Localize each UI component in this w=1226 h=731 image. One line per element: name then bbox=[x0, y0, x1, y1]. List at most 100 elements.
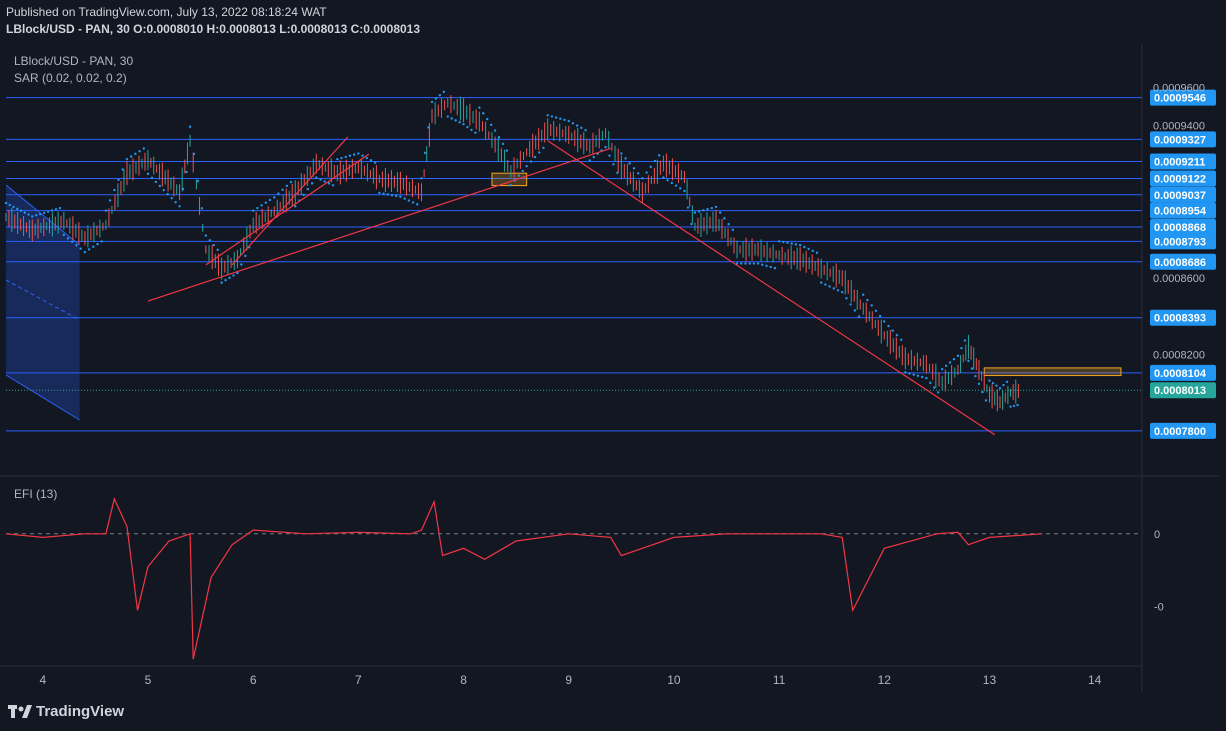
price-level-label-bg bbox=[1150, 253, 1216, 270]
price-level-label-bg bbox=[1150, 233, 1216, 250]
sar-dot bbox=[331, 184, 335, 187]
sar-dot bbox=[454, 119, 457, 122]
sar-dot bbox=[538, 151, 541, 154]
sar-dot bbox=[204, 234, 208, 237]
sar-dot bbox=[841, 290, 844, 294]
sar-dot bbox=[306, 187, 310, 191]
price-level-label: 0.0007800 bbox=[1154, 426, 1206, 438]
price-level-label-bg bbox=[1150, 153, 1216, 170]
sar-dot bbox=[575, 124, 579, 127]
sar-dot bbox=[66, 237, 70, 240]
sar-dot bbox=[420, 177, 423, 180]
sar-dot bbox=[786, 241, 789, 244]
legend-symbol[interactable]: LBlock/USD - PAN, 30 bbox=[14, 54, 134, 68]
sar-dot bbox=[129, 155, 133, 158]
sar-dot bbox=[4, 201, 8, 205]
sar-dot bbox=[567, 119, 570, 123]
sar-dot bbox=[895, 334, 899, 337]
sar-dot bbox=[571, 122, 575, 125]
sar-dot bbox=[174, 201, 177, 204]
sar-dot bbox=[940, 367, 944, 371]
sar-dot bbox=[178, 205, 181, 208]
sar-dot bbox=[236, 271, 239, 275]
sar-dot bbox=[196, 179, 200, 183]
sar-dot bbox=[620, 152, 623, 155]
sar-dot bbox=[616, 171, 619, 175]
price-level-label-bg bbox=[1150, 364, 1216, 381]
trend-line[interactable] bbox=[231, 136, 349, 266]
sar-dot bbox=[450, 117, 453, 120]
efi-axis-tick: 0 bbox=[1154, 529, 1160, 541]
sar-dot bbox=[769, 265, 772, 269]
sar-dot bbox=[991, 381, 995, 385]
sar-dot bbox=[185, 170, 188, 174]
sar-dot bbox=[399, 195, 402, 198]
sar-dot bbox=[970, 367, 974, 370]
sar-dot bbox=[434, 97, 438, 100]
sar-dot bbox=[427, 126, 430, 129]
sar-dot bbox=[920, 375, 924, 379]
sar-dot bbox=[411, 201, 415, 204]
efi-legend[interactable]: EFI (13) bbox=[14, 487, 58, 501]
sar-dot bbox=[963, 339, 967, 342]
sar-dot bbox=[310, 182, 314, 185]
sar-dot bbox=[679, 187, 682, 190]
sar-dot bbox=[719, 211, 722, 214]
sar-dot bbox=[937, 391, 940, 394]
legend-indicator[interactable]: SAR (0.02, 0.02, 0.2) bbox=[14, 71, 127, 85]
sar-dot bbox=[232, 274, 235, 277]
sar-dot bbox=[369, 159, 373, 162]
published-line: Published on TradingView.com, July 13, 2… bbox=[6, 5, 327, 19]
sar-dot bbox=[608, 154, 611, 157]
sar-dot bbox=[899, 338, 903, 341]
sar-dot bbox=[752, 262, 756, 265]
sar-dot bbox=[113, 188, 116, 192]
sar-dot bbox=[486, 117, 489, 121]
supply-demand-zone[interactable] bbox=[491, 172, 528, 187]
sar-dot bbox=[294, 205, 297, 208]
sar-dot bbox=[554, 116, 558, 119]
sar-dot bbox=[382, 192, 385, 195]
sar-dot bbox=[916, 374, 920, 377]
sar-dot bbox=[395, 194, 398, 198]
sar-dot bbox=[336, 157, 339, 161]
efi-axis-tick: -0 bbox=[1154, 602, 1164, 614]
sar-dot bbox=[50, 209, 54, 212]
trend-line[interactable] bbox=[147, 147, 612, 302]
sar-dot bbox=[952, 357, 956, 361]
efi-line[interactable] bbox=[5, 496, 1043, 660]
sar-dot bbox=[636, 172, 640, 175]
time-axis-tick: 13 bbox=[983, 673, 997, 687]
sar-dot bbox=[256, 206, 259, 210]
sar-dot bbox=[857, 315, 861, 318]
sar-dot bbox=[819, 281, 823, 284]
channel-lower-line[interactable] bbox=[5, 374, 80, 421]
sar-dot bbox=[727, 222, 730, 226]
sar-dot bbox=[87, 248, 91, 251]
trend-line[interactable] bbox=[205, 153, 370, 266]
sar-dot bbox=[697, 210, 701, 213]
sar-dot bbox=[693, 211, 697, 214]
time-axis-tick: 6 bbox=[250, 673, 257, 687]
sar-dot bbox=[27, 213, 30, 216]
sar-dot bbox=[563, 118, 566, 122]
sar-dot bbox=[79, 247, 82, 250]
price-level-label-bg bbox=[1150, 170, 1216, 187]
sar-dot bbox=[42, 211, 46, 215]
sar-dot bbox=[244, 254, 247, 258]
sar-dot bbox=[104, 209, 108, 212]
sar-dot bbox=[134, 152, 137, 156]
sar-dot bbox=[474, 131, 477, 134]
sar-dot bbox=[948, 361, 952, 364]
sar-dot bbox=[588, 159, 591, 162]
sar-dot bbox=[365, 156, 368, 160]
sar-dot bbox=[438, 94, 442, 97]
time-axis-tick: 7 bbox=[355, 673, 362, 687]
supply-demand-zone[interactable] bbox=[983, 367, 1122, 377]
time-axis-tick: 11 bbox=[773, 673, 786, 687]
sar-dot bbox=[740, 262, 743, 265]
sar-dot bbox=[683, 189, 686, 193]
trend-line[interactable] bbox=[547, 140, 996, 436]
sar-dot bbox=[285, 184, 289, 188]
